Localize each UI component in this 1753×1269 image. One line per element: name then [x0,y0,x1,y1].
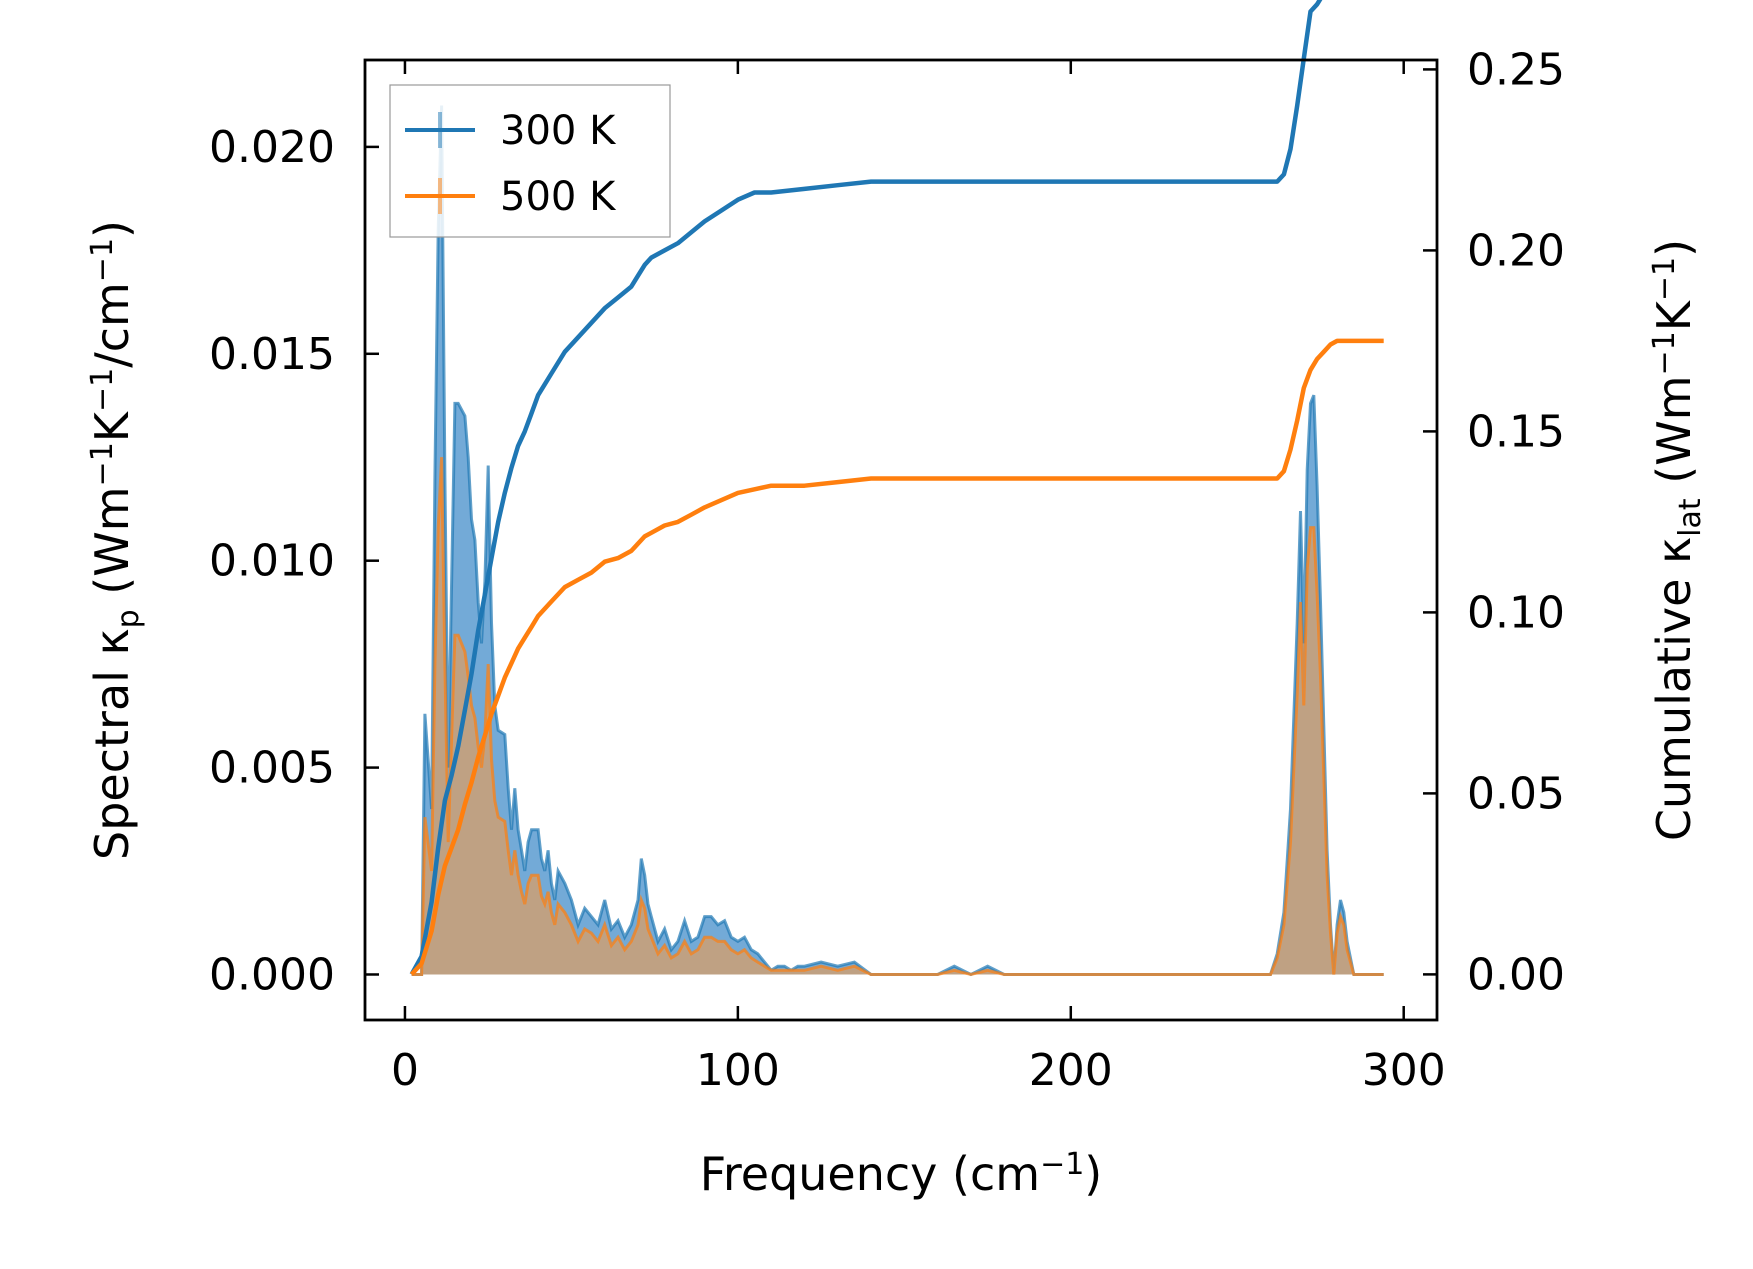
tick-layer: 0 100 200 300 0.000 0.005 0.010 0.015 0.020 0.00 0… [209,44,1565,1096]
x-tick-label: 300 [1362,1045,1446,1096]
spectral-line-300k [411,105,1384,977]
cumulative-line-500k [409,338,1384,976]
spectral-fill-layer [411,105,1384,977]
line-layer [409,0,1384,976]
x-axis-title: Frequency (cm−1) [700,1147,1103,1201]
left-y-tick-label: 0.005 [209,743,335,794]
left-y-tick-label: 0.010 [209,536,335,587]
cumulative-line-300k [409,0,1323,976]
right-y-tick-label: 0.00 [1467,949,1565,1000]
right-y-tick-label: 0.05 [1467,768,1565,819]
x-tick-label: 0 [391,1045,419,1096]
spectral-line-500k [411,457,1384,977]
right-y-axis-title: Cumulative κlat (Wm−1K−1) [1647,239,1708,841]
legend-box [389,84,671,238]
left-y-tick-label: 0.000 [209,949,335,1000]
spectral-area-500k [411,457,1384,975]
legend: 300 K 500 K [389,84,671,238]
x-tick-label: 200 [1029,1045,1113,1096]
legend-label-500k: 500 K [500,174,617,220]
right-y-tick-label: 0.10 [1467,587,1565,638]
left-y-axis-title: Spectral κp (Wm−1K−1/cm−1) [85,220,146,860]
right-y-tick-label: 0.15 [1467,406,1565,457]
x-tick-label: 100 [696,1045,780,1096]
right-y-tick-label: 0.20 [1467,225,1565,276]
right-y-tick-label: 0.25 [1467,44,1565,95]
left-y-tick-label: 0.015 [209,329,335,380]
left-y-tick-label: 0.020 [209,122,335,173]
legend-label-300k: 300 K [500,108,617,154]
plot-frame [363,58,1439,1022]
